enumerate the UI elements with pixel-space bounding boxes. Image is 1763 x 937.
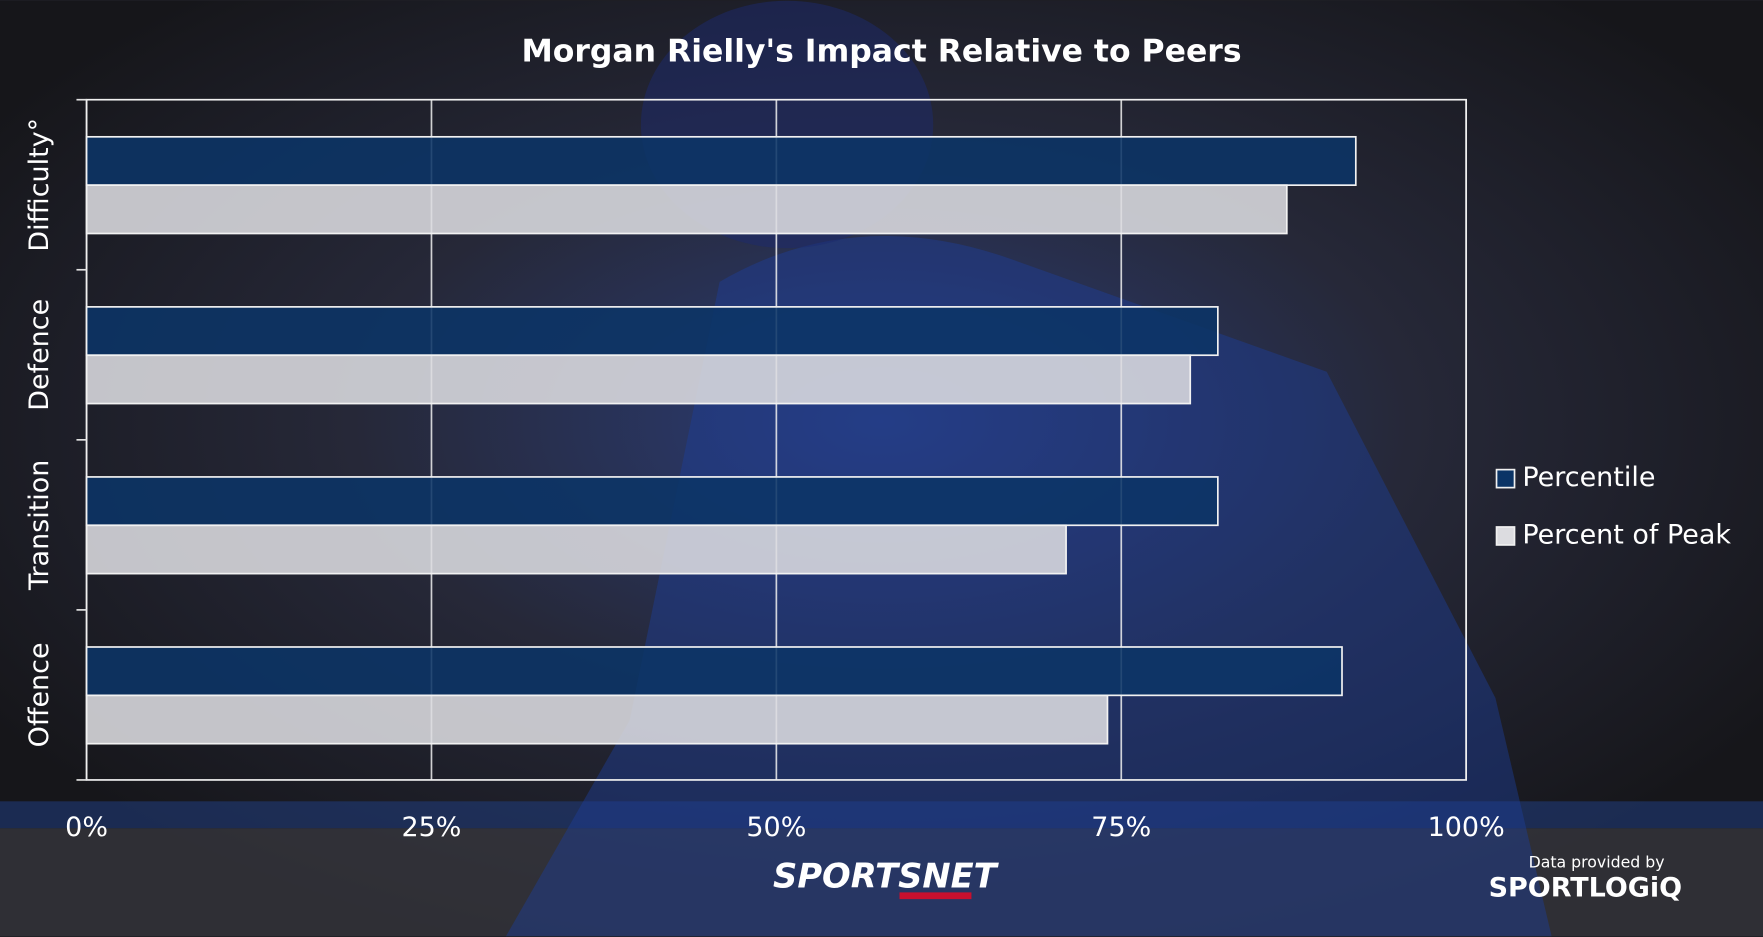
background-band [0,801,1763,829]
x-tick-label: 25% [401,812,461,843]
bar [85,646,1343,697]
legend-label: Percentile [1522,462,1655,493]
y-tick-label: Offence [24,642,55,747]
bar [85,135,1357,187]
x-tick-label: 50% [746,812,806,843]
legend-swatch [1495,468,1516,489]
legend-swatch [1495,526,1516,546]
y-tick-label: Defence [24,299,55,411]
bar [85,524,1067,575]
background-figure [505,235,1552,937]
y-tick-label: Transition [24,460,55,591]
background-ice [0,828,1763,937]
x-tick-label: 100% [1428,812,1505,843]
chart-title: Morgan Rielly's Impact Relative to Peers [521,33,1241,69]
x-tick-label: 0% [65,812,108,843]
provider-logo: SPORTLOGiQ [1489,873,1683,904]
bar [85,184,1288,235]
bar [85,476,1219,527]
brand-swoosh [899,892,972,900]
bar [85,354,1192,405]
bar [85,306,1219,357]
bar [85,694,1109,745]
y-tick-label: Difficulty° [24,118,55,252]
legend-label: Percent of Peak [1522,519,1731,550]
brand-logo: SPORTSNET [773,856,1000,895]
x-tick-label: 75% [1091,812,1151,843]
credit-text: Data provided by [1529,853,1665,872]
